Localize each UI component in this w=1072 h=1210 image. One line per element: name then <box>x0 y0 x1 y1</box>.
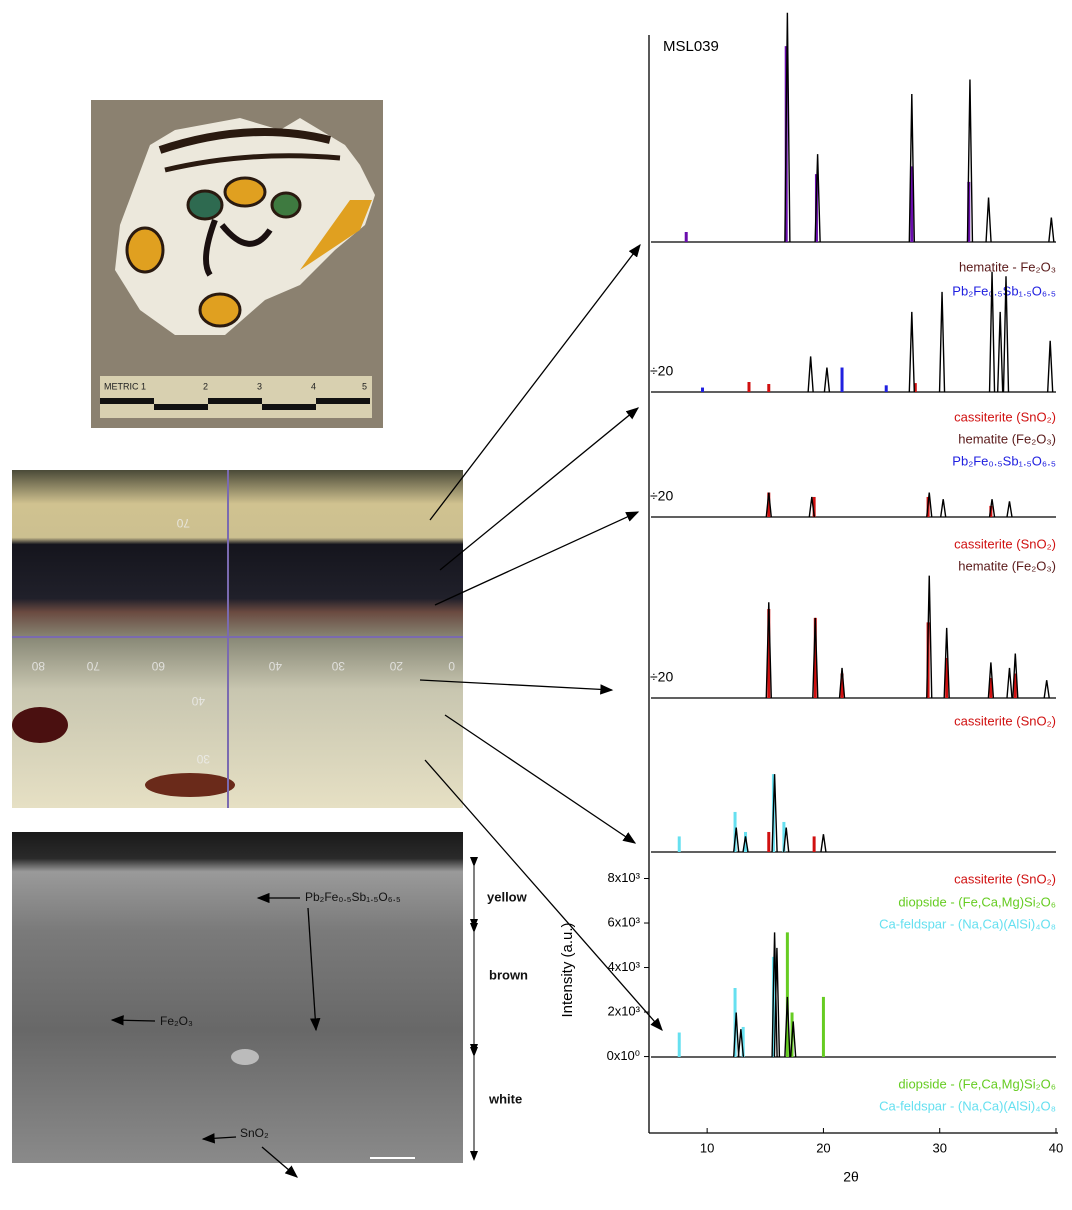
reticle-label: 0 <box>448 659 455 673</box>
layer-label: white <box>488 1091 522 1106</box>
y-tick-label: 8x10³ <box>607 870 640 885</box>
reticle-label: 30 <box>196 752 210 766</box>
reticle-label: 20 <box>389 659 403 673</box>
peak <box>1007 501 1012 517</box>
ruler-label: 3 <box>257 381 262 391</box>
scale-note: ÷20 <box>650 669 673 685</box>
layer-label: brown <box>489 967 528 982</box>
peak <box>821 834 826 852</box>
phase-label: Pb₂Fe₀.₅Sb₁.₅O₆.₅ <box>952 283 1056 298</box>
sem-label: Fe₂O₃ <box>160 1014 193 1028</box>
micrograph <box>12 470 463 808</box>
peak <box>986 197 991 242</box>
phase-label: Ca-feldspar - (Na,Ca)(AlSi)₄O₈ <box>879 1098 1056 1113</box>
reticle-label: 40 <box>268 659 282 673</box>
reticle-label: 40 <box>191 694 205 708</box>
peak <box>1044 680 1049 698</box>
phase-label: cassiterite (SnO₂) <box>954 713 1056 728</box>
y-tick-label: 2x10³ <box>607 1003 640 1018</box>
reticle-label: 70 <box>86 659 100 673</box>
y-tick-label: 6x10³ <box>607 914 640 929</box>
x-axis-label: 2θ <box>843 1169 859 1185</box>
sem-label: SnO₂ <box>240 1126 269 1140</box>
x-tick-label: 30 <box>932 1140 946 1155</box>
ruler-label: 4 <box>311 381 316 391</box>
x-tick-label: 20 <box>816 1140 830 1155</box>
reticle-label: 60 <box>151 659 165 673</box>
peak <box>1049 218 1054 242</box>
peak <box>909 312 914 392</box>
scale-note: ÷20 <box>650 488 673 504</box>
phase-label: Pb₂Fe₀.₅Sb₁.₅O₆.₅ <box>952 453 1056 468</box>
x-tick-label: 10 <box>700 1140 714 1155</box>
y-axis-label: Intensity (a.u.) <box>559 922 576 1017</box>
peak <box>1007 668 1012 698</box>
sem-label: Pb₂Fe₀.₅Sb₁.₅O₆.₅ <box>305 890 401 904</box>
phase-label: diopside - (Fe,Ca,Mg)Si₂O₆ <box>898 894 1056 909</box>
phase-label: Ca-feldspar - (Na,Ca)(AlSi)₄O₈ <box>879 916 1056 931</box>
ruler-label: METRIC 1 <box>104 381 146 391</box>
peak <box>824 368 829 392</box>
ruler-label: 5 <box>362 381 367 391</box>
x-tick-label: 40 <box>1049 1140 1063 1155</box>
peak <box>940 292 945 392</box>
phase-label: hematite (Fe₂O₃) <box>958 431 1056 446</box>
phase-label: diopside - (Fe,Ca,Mg)Si₂O₆ <box>898 1076 1056 1091</box>
peak <box>1048 341 1053 392</box>
reticle-label: 70 <box>176 516 190 530</box>
axes <box>649 35 1058 1133</box>
reticle-label: 80 <box>31 659 45 673</box>
layer-label: yellow <box>487 889 528 904</box>
phase-label: hematite (Fe₂O₃) <box>958 558 1056 573</box>
scale-note: ÷20 <box>650 363 673 379</box>
reticle-label: 30 <box>331 659 345 673</box>
y-tick-label: 0x10⁰ <box>607 1048 640 1063</box>
scale-bar-label: 10 μm <box>373 1162 407 1176</box>
shard-photo <box>91 100 383 428</box>
sem-image <box>12 832 463 1163</box>
peak <box>941 499 946 517</box>
phase-label: cassiterite (SnO₂) <box>954 409 1056 424</box>
peak <box>808 356 813 392</box>
phase-label: cassiterite (SnO₂) <box>954 871 1056 886</box>
sample-title: MSL039 <box>663 38 719 55</box>
y-tick-label: 4x10³ <box>607 959 640 974</box>
phase-label: cassiterite (SnO₂) <box>954 536 1056 551</box>
phase-label: hematite - Fe₂O₃ <box>959 259 1056 274</box>
peak <box>998 312 1003 392</box>
figure: MSL039 2θ Intensity (a.u.) METRIC 1 2 3 … <box>0 0 1072 1210</box>
ruler-label: 2 <box>203 381 208 391</box>
